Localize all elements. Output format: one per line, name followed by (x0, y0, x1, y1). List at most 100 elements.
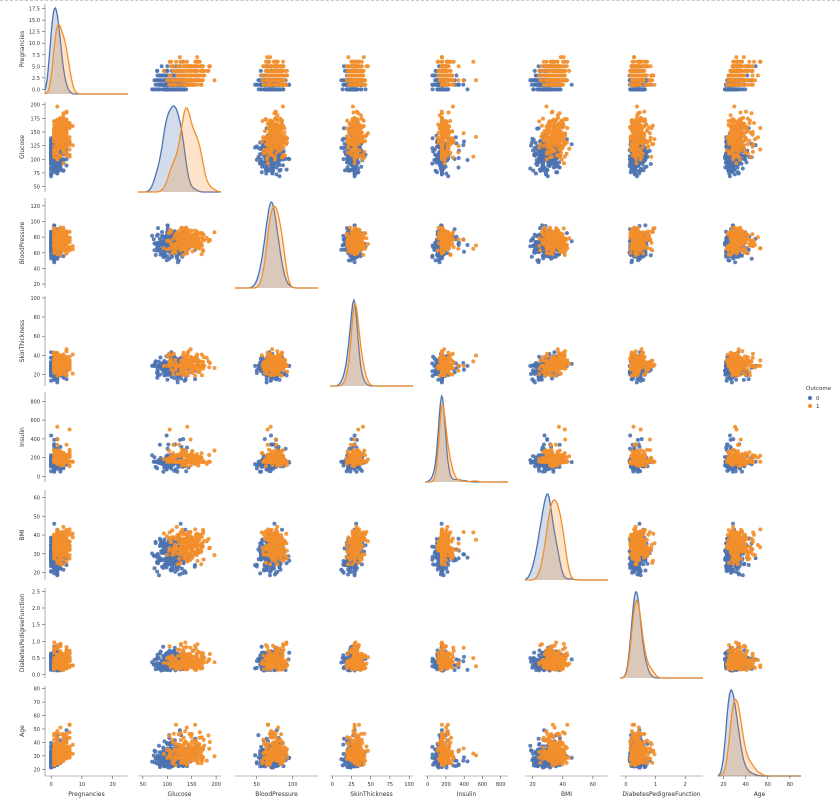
point-outcome-0 (348, 87, 352, 91)
point-outcome-1 (172, 64, 176, 68)
point-outcome-1 (462, 131, 466, 135)
point-outcome-1 (189, 74, 193, 78)
point-outcome-1 (736, 69, 740, 73)
point-outcome-1 (641, 78, 645, 82)
top-border (0, 0, 840, 1)
point-outcome-0 (158, 74, 162, 78)
point-outcome-1 (282, 130, 286, 134)
point-outcome-0 (356, 170, 360, 174)
point-outcome-1 (264, 69, 268, 73)
point-outcome-1 (274, 132, 278, 136)
point-outcome-1 (277, 83, 281, 87)
point-outcome-0 (542, 87, 546, 91)
point-outcome-1 (633, 74, 637, 78)
point-outcome-1 (555, 69, 559, 73)
point-outcome-0 (455, 74, 459, 78)
point-outcome-1 (353, 60, 357, 64)
point-outcome-0 (431, 87, 435, 91)
point-outcome-0 (182, 87, 186, 91)
point-outcome-1 (447, 111, 451, 115)
point-outcome-1 (443, 132, 447, 136)
point-outcome-1 (456, 78, 460, 82)
point-outcome-1 (738, 74, 742, 78)
point-outcome-1 (445, 147, 449, 151)
point-outcome-0 (353, 165, 357, 169)
point-outcome-1 (273, 117, 277, 121)
point-outcome-0 (260, 165, 264, 169)
point-outcome-1 (280, 120, 284, 124)
point-outcome-0 (353, 87, 357, 91)
point-outcome-1 (444, 78, 448, 82)
point-outcome-0 (444, 172, 448, 176)
point-outcome-1 (640, 74, 644, 78)
point-outcome-1 (640, 69, 644, 73)
point-outcome-1 (183, 78, 187, 82)
point-outcome-1 (562, 55, 566, 59)
point-outcome-1 (471, 155, 475, 159)
point-outcome-0 (434, 158, 438, 162)
point-outcome-1 (731, 60, 735, 64)
point-outcome-0 (163, 87, 167, 91)
point-outcome-1 (268, 152, 272, 156)
point-outcome-1 (350, 119, 354, 123)
point-outcome-0 (259, 69, 263, 73)
point-outcome-0 (432, 74, 436, 78)
point-outcome-1 (548, 74, 552, 78)
point-outcome-1 (347, 140, 351, 144)
point-outcome-1 (727, 78, 731, 82)
point-outcome-1 (751, 64, 755, 68)
point-outcome-1 (263, 129, 267, 133)
point-outcome-1 (457, 144, 461, 148)
point-outcome-1 (275, 151, 279, 155)
point-outcome-1 (55, 131, 59, 135)
point-outcome-1 (641, 64, 645, 68)
point-outcome-1 (178, 55, 182, 59)
point-outcome-1 (178, 60, 182, 64)
point-outcome-1 (739, 83, 743, 87)
point-outcome-1 (353, 161, 357, 165)
point-outcome-0 (570, 83, 574, 87)
point-outcome-1 (733, 78, 737, 82)
point-outcome-1 (744, 64, 748, 68)
point-outcome-0 (457, 156, 461, 160)
point-outcome-1 (456, 150, 460, 154)
point-outcome-1 (65, 135, 69, 139)
point-outcome-0 (431, 136, 435, 140)
point-outcome-0 (258, 152, 262, 156)
point-outcome-1 (442, 83, 446, 87)
point-outcome-1 (564, 69, 568, 73)
point-outcome-0 (274, 172, 278, 176)
panel-Pregnancies-vs-Insulin (430, 55, 478, 91)
point-outcome-1 (268, 136, 272, 140)
point-outcome-0 (558, 87, 562, 91)
point-outcome-0 (343, 168, 347, 172)
point-outcome-1 (742, 55, 746, 59)
point-outcome-0 (430, 146, 434, 150)
point-outcome-1 (360, 124, 364, 128)
panel-Pregnancies-vs-Pregnancies (45, 8, 128, 94)
point-outcome-0 (462, 140, 466, 144)
point-outcome-1 (740, 60, 744, 64)
point-outcome-0 (551, 87, 555, 91)
point-outcome-1 (448, 151, 452, 155)
point-outcome-1 (267, 142, 271, 146)
point-outcome-1 (356, 125, 360, 129)
point-outcome-1 (446, 74, 450, 78)
point-outcome-1 (725, 83, 729, 87)
point-outcome-1 (362, 155, 366, 159)
point-outcome-1 (359, 131, 363, 135)
point-outcome-1 (636, 60, 640, 64)
panel-Glucose-vs-Insulin (430, 105, 478, 179)
point-outcome-1 (631, 60, 635, 64)
point-outcome-1 (462, 78, 466, 82)
point-outcome-1 (355, 136, 359, 140)
point-outcome-1 (730, 69, 734, 73)
point-outcome-1 (447, 83, 451, 87)
point-outcome-1 (447, 140, 451, 144)
point-outcome-1 (284, 136, 288, 140)
point-outcome-1 (359, 64, 363, 68)
point-outcome-0 (547, 87, 551, 91)
point-outcome-1 (61, 161, 65, 165)
point-outcome-1 (199, 83, 203, 87)
point-outcome-1 (266, 148, 270, 152)
